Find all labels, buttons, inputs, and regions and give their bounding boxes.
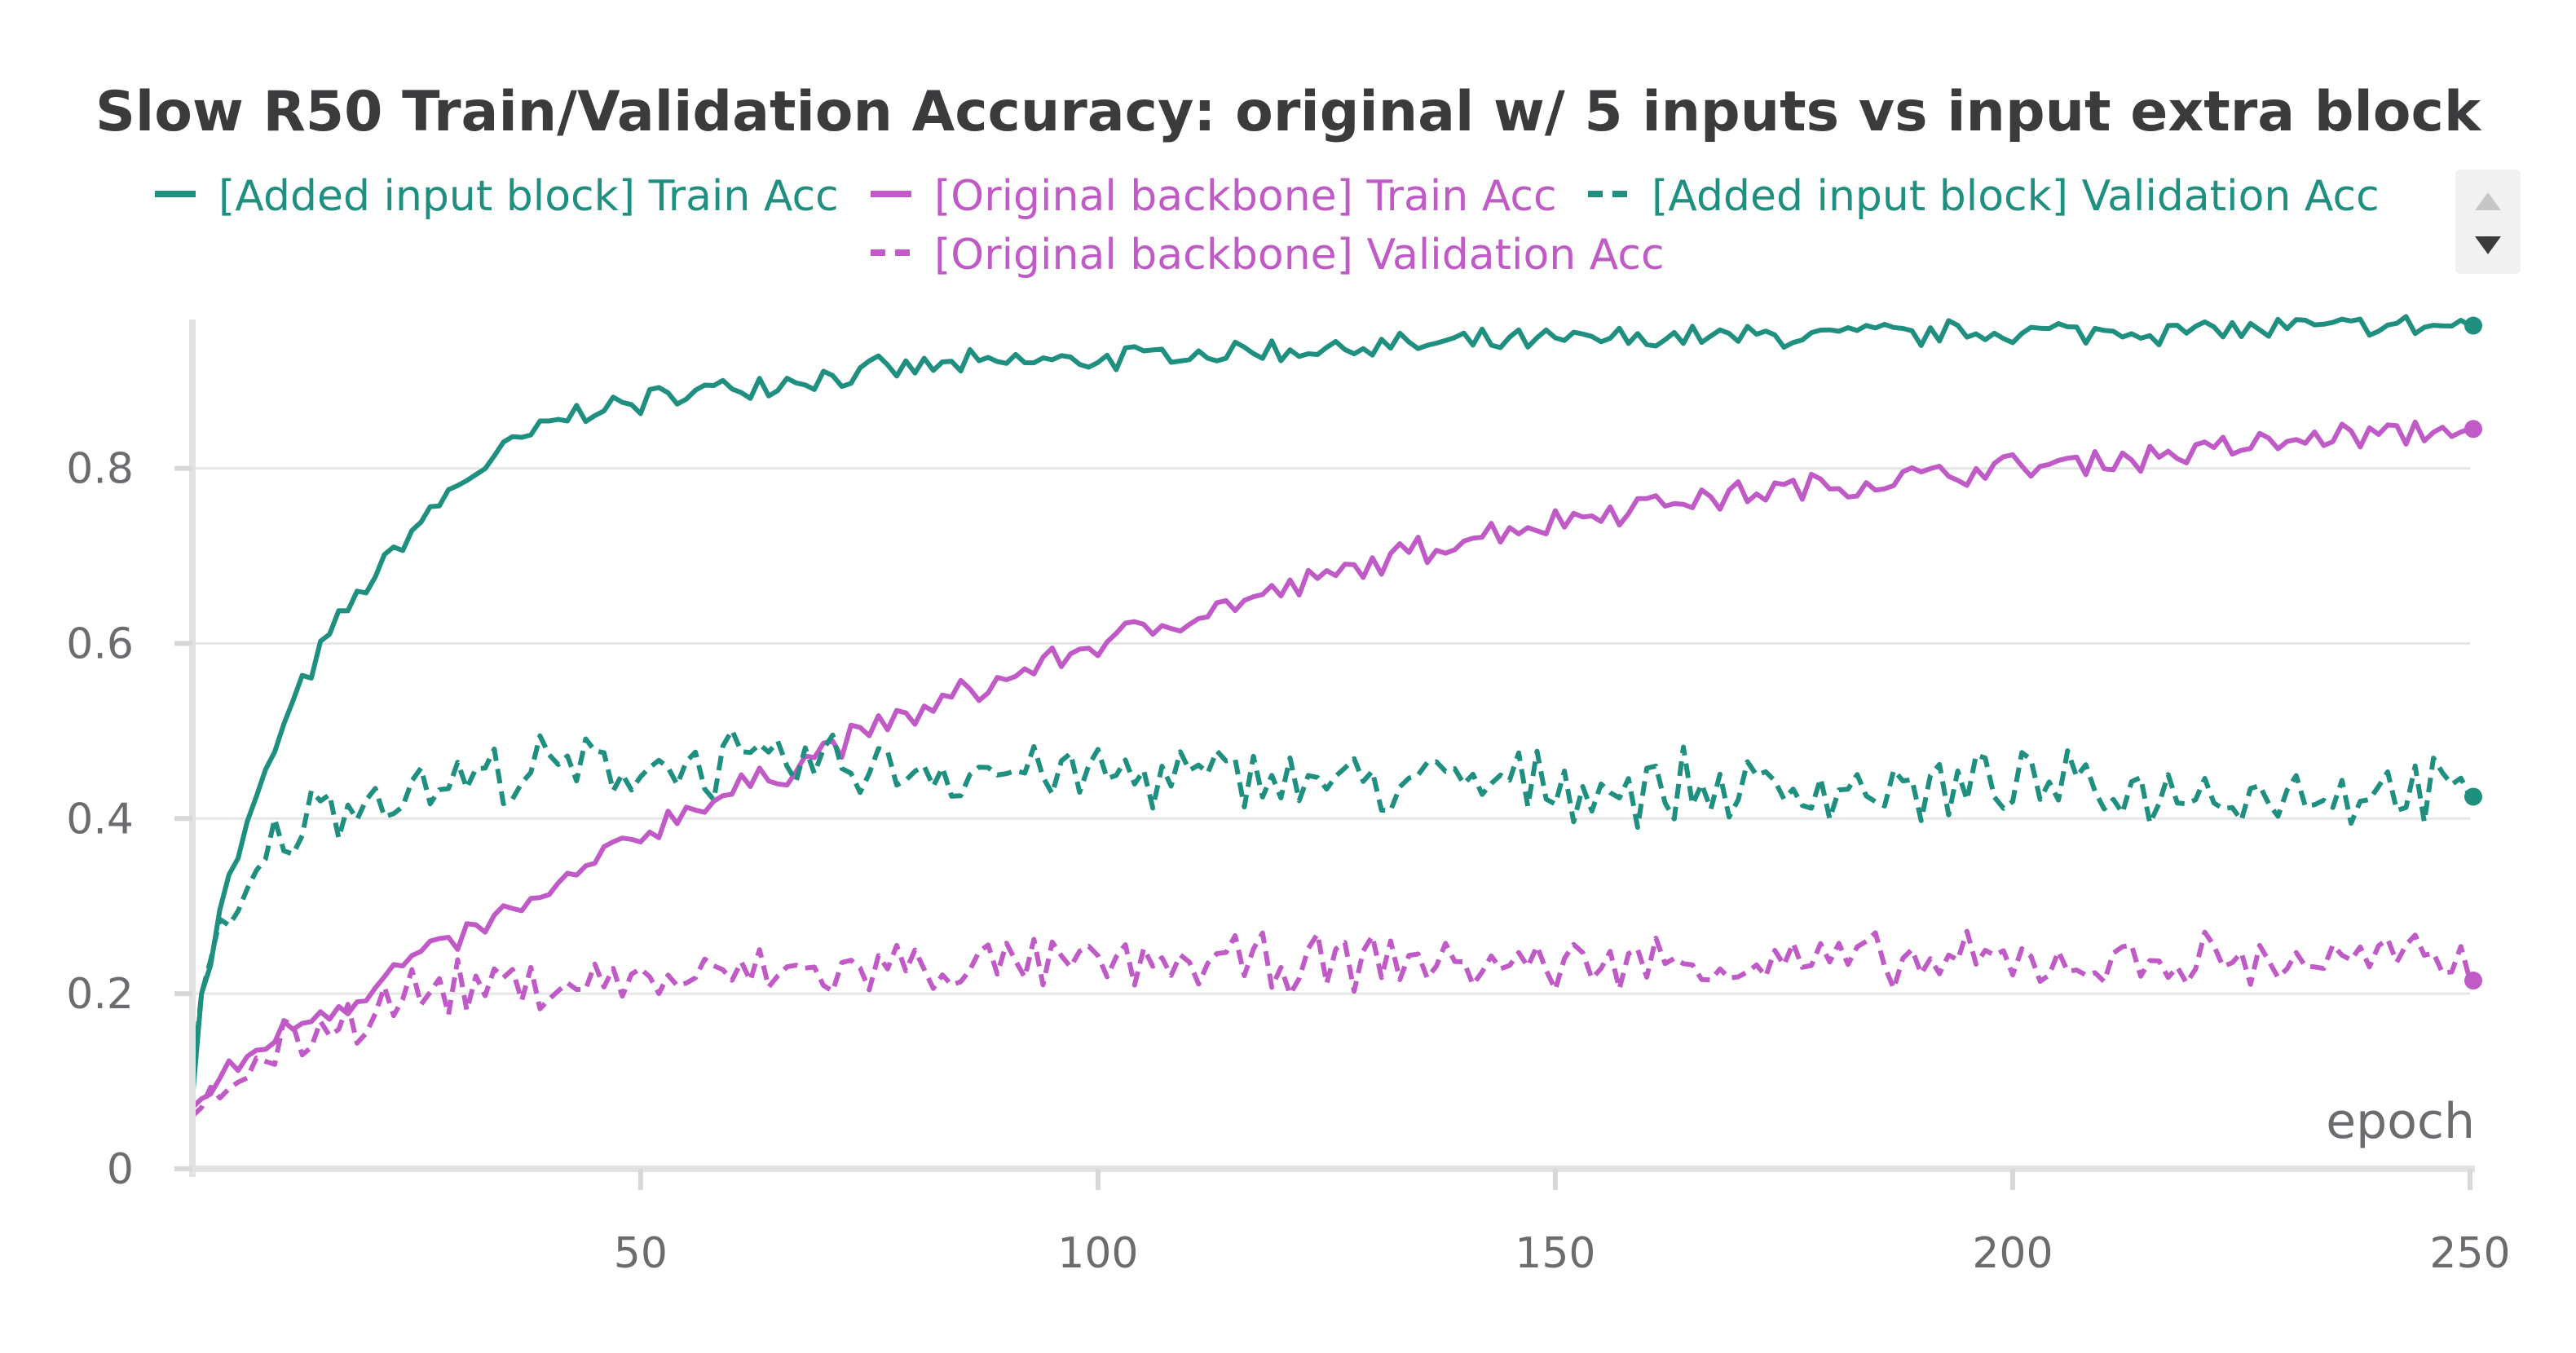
x-axis-label: epoch bbox=[2326, 1093, 2475, 1150]
legend-scroll-control[interactable] bbox=[2455, 170, 2521, 274]
y-tick-label: 0.4 bbox=[66, 795, 134, 844]
series-endpoint-3 bbox=[2464, 972, 2482, 990]
series-endpoint-0 bbox=[2464, 316, 2482, 335]
x-tick-label: 200 bbox=[1972, 1229, 2053, 1278]
chart-title: Slow R50 Train/Validation Accuracy: orig… bbox=[95, 80, 2482, 144]
series-line-1 bbox=[190, 419, 2471, 1109]
grid-lines bbox=[192, 467, 2470, 995]
x-axis-ticks: 50 100 150 200 250 bbox=[614, 1169, 2511, 1278]
y-tick-label: 0 bbox=[107, 1145, 134, 1194]
scroll-up-icon[interactable] bbox=[2475, 192, 2501, 210]
y-tick-label: 0.2 bbox=[66, 970, 134, 1019]
x-tick-label: 250 bbox=[2429, 1229, 2510, 1278]
series-endpoint-2 bbox=[2464, 787, 2482, 806]
series-endpoint-1 bbox=[2464, 420, 2482, 439]
axes bbox=[189, 320, 2475, 1177]
series-line-3 bbox=[190, 928, 2472, 1118]
legend-label-1[interactable]: [Original backbone] Train Acc bbox=[934, 172, 1557, 221]
scroll-down-icon[interactable] bbox=[2475, 236, 2501, 254]
series-line-0 bbox=[190, 314, 2472, 1100]
x-tick-label: 50 bbox=[614, 1229, 668, 1278]
legend: [Added input block] Train Acc [Original b… bbox=[155, 172, 2380, 280]
legend-label-3[interactable]: [Original backbone] Validation Acc bbox=[934, 231, 1665, 280]
y-tick-label: 0.6 bbox=[66, 619, 134, 668]
x-tick-label: 100 bbox=[1057, 1229, 1138, 1278]
series-layer bbox=[190, 314, 2482, 1118]
series-line-2 bbox=[190, 727, 2472, 1082]
legend-label-2[interactable]: [Added input block] Validation Acc bbox=[1652, 172, 2380, 221]
y-axis-ticks: 0 0.2 0.4 0.6 0.8 bbox=[66, 445, 192, 1194]
legend-label-0[interactable]: [Added input block] Train Acc bbox=[218, 172, 839, 221]
legend-scroll-track bbox=[2455, 170, 2521, 274]
x-tick-label: 150 bbox=[1515, 1229, 1595, 1278]
y-tick-label: 0.8 bbox=[66, 445, 134, 494]
